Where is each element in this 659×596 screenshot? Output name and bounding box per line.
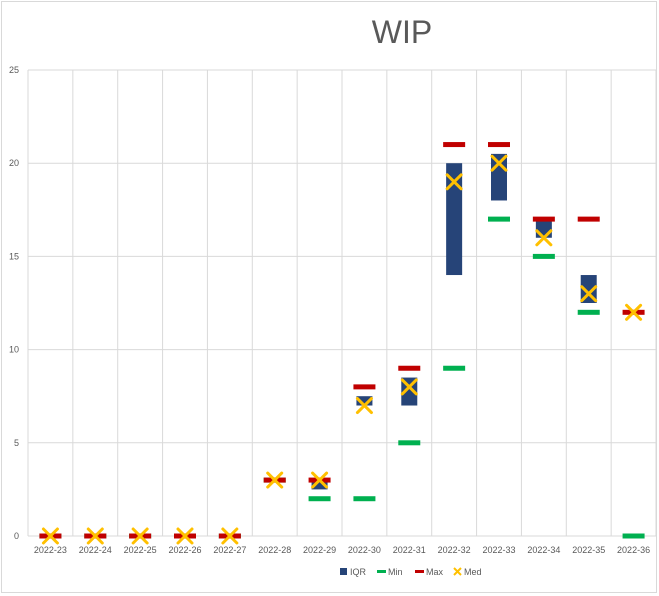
x-tick-label: 2022-24: [79, 545, 112, 555]
min-marker: [398, 440, 421, 446]
y-tick-label: 20: [9, 158, 19, 168]
legend-swatch-max: [415, 570, 424, 573]
y-tick-label: 10: [9, 345, 19, 355]
x-tick-label: 2022-30: [348, 545, 381, 555]
median-marker: [86, 527, 104, 545]
legend: IQR Min Max Med: [340, 567, 482, 577]
x-tick-label: 2022-32: [438, 545, 471, 555]
iqr-box: [356, 396, 373, 406]
y-tick-label: 15: [9, 251, 19, 261]
median-marker: [355, 397, 373, 415]
x-tick-label: 2022-27: [213, 545, 246, 555]
legend-label: IQR: [350, 567, 367, 577]
min-marker: [488, 216, 510, 222]
chart-title: WIP: [371, 14, 433, 50]
median-marker: [131, 527, 149, 545]
median-marker: [266, 471, 284, 489]
x-axis-ticks: 2022-23 2022-24 2022-25 2022-26 2022-27 2022-…: [34, 545, 650, 555]
chart-marks: [39, 142, 645, 545]
max-marker: [443, 142, 466, 148]
x-tick-label: 2022-26: [168, 545, 201, 555]
legend-label: Max: [426, 567, 444, 577]
iqr-box: [491, 153, 507, 201]
legend-label: Med: [464, 567, 482, 577]
x-tick-label: 2022-23: [34, 545, 67, 555]
median-marker: [176, 527, 194, 545]
x-tick-label: 2022-35: [572, 545, 605, 555]
median-marker: [580, 285, 598, 303]
x-tick-label: 2022-33: [482, 545, 515, 555]
iqr-box: [446, 163, 463, 276]
legend-label: Min: [388, 567, 403, 577]
x-tick-label: 2022-25: [124, 545, 157, 555]
min-marker: [622, 533, 645, 539]
min-marker: [532, 253, 555, 259]
max-marker: [532, 216, 555, 222]
median-marker: [400, 378, 418, 396]
iqr-box: [535, 219, 552, 238]
min-marker: [577, 309, 600, 315]
median-marker: [490, 154, 508, 172]
grid: [27, 69, 657, 537]
legend-swatch-min: [377, 570, 386, 573]
median-marker: [535, 229, 553, 247]
x-tick-label: 2022-28: [258, 545, 291, 555]
max-marker: [353, 384, 376, 390]
iqr-box: [311, 480, 328, 490]
y-tick-label: 0: [14, 531, 19, 541]
median-marker: [311, 471, 329, 489]
x-tick-label: 2022-29: [303, 545, 336, 555]
y-tick-label: 5: [14, 438, 19, 448]
x-tick-label: 2022-36: [617, 545, 650, 555]
median-marker: [41, 527, 59, 545]
min-marker: [308, 496, 331, 502]
max-marker: [488, 142, 510, 148]
y-axis-ticks: 0 5 10 15 20 25: [9, 65, 19, 541]
median-marker: [445, 173, 463, 191]
x-tick-label: 2022-31: [393, 545, 426, 555]
x-tick-label: 2022-34: [527, 545, 560, 555]
max-marker: [398, 365, 421, 371]
min-marker: [443, 365, 466, 371]
min-marker: [353, 496, 376, 502]
y-tick-label: 25: [9, 65, 19, 75]
legend-swatch-iqr: [340, 568, 347, 575]
legend-swatch-med: [453, 567, 462, 576]
median-marker: [221, 527, 239, 545]
median-marker: [625, 303, 643, 321]
max-marker: [577, 216, 600, 222]
